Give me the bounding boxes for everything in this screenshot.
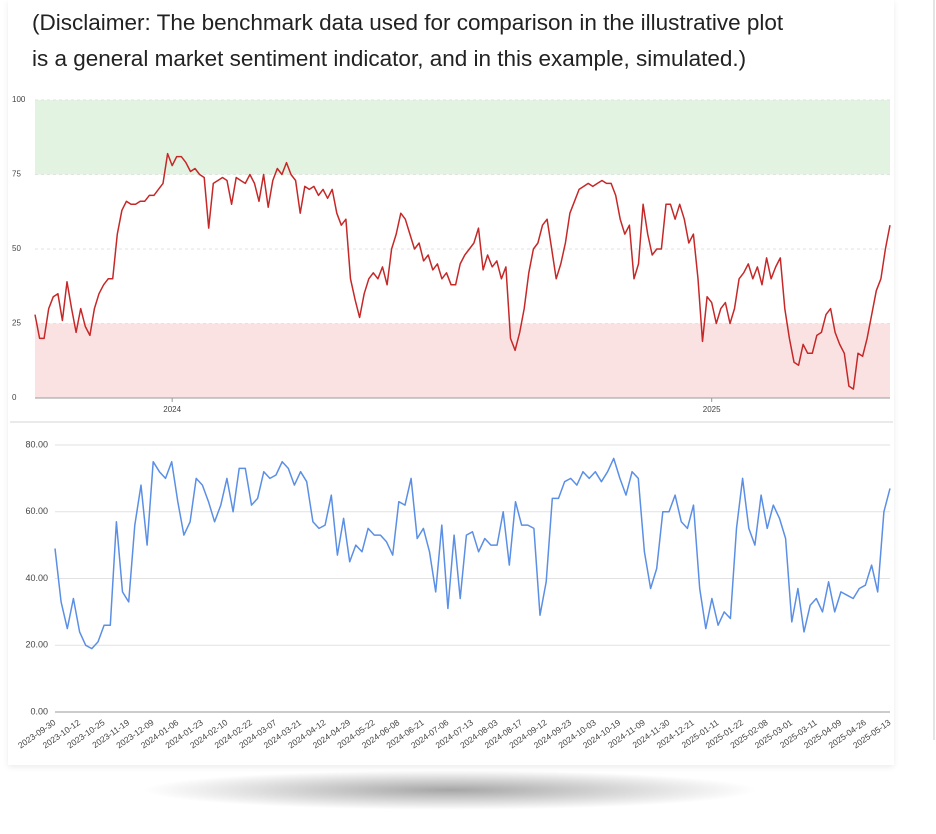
- y-tick-label: 40.00: [25, 573, 48, 583]
- x-tick-label: 2024: [163, 405, 181, 414]
- disclaimer-line: (Disclaimer: The benchmark data used for…: [32, 10, 784, 35]
- zone-band: [35, 323, 890, 398]
- disclaimer-line: is a general market sentiment indicator,…: [32, 46, 747, 71]
- y-tick-label: 0.00: [30, 706, 48, 716]
- y-tick-label: 60.00: [25, 506, 48, 516]
- zone-band: [35, 100, 890, 175]
- y-tick-label: 20.00: [25, 640, 48, 650]
- y-tick-label: 50: [12, 244, 21, 253]
- x-tick-label: 2025: [703, 405, 721, 414]
- y-tick-label: 80.00: [25, 439, 48, 449]
- data-line: [34, 152, 891, 390]
- y-tick-label: 75: [12, 170, 21, 179]
- data-line: [54, 457, 891, 650]
- y-tick-label: 100: [12, 95, 26, 104]
- y-tick-label: 25: [12, 319, 21, 328]
- y-tick-label: 0: [12, 393, 17, 402]
- card-shadow: [140, 770, 760, 810]
- edge-line: [933, 0, 935, 740]
